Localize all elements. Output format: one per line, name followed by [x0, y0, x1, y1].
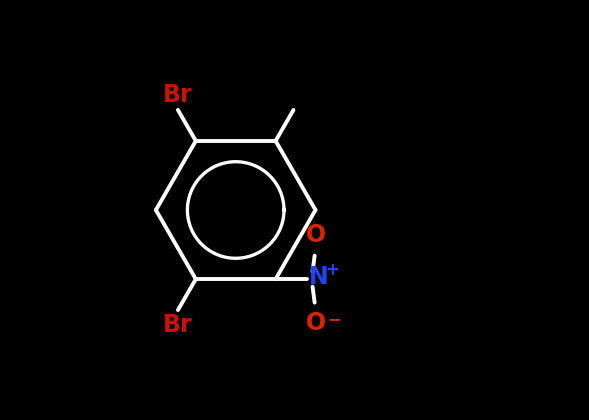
- Text: N: N: [309, 265, 329, 289]
- Text: O: O: [306, 311, 326, 335]
- Text: Br: Br: [163, 313, 193, 337]
- Text: −: −: [327, 310, 341, 328]
- Text: +: +: [325, 261, 339, 279]
- Text: O: O: [306, 223, 326, 247]
- Text: Br: Br: [163, 83, 193, 107]
